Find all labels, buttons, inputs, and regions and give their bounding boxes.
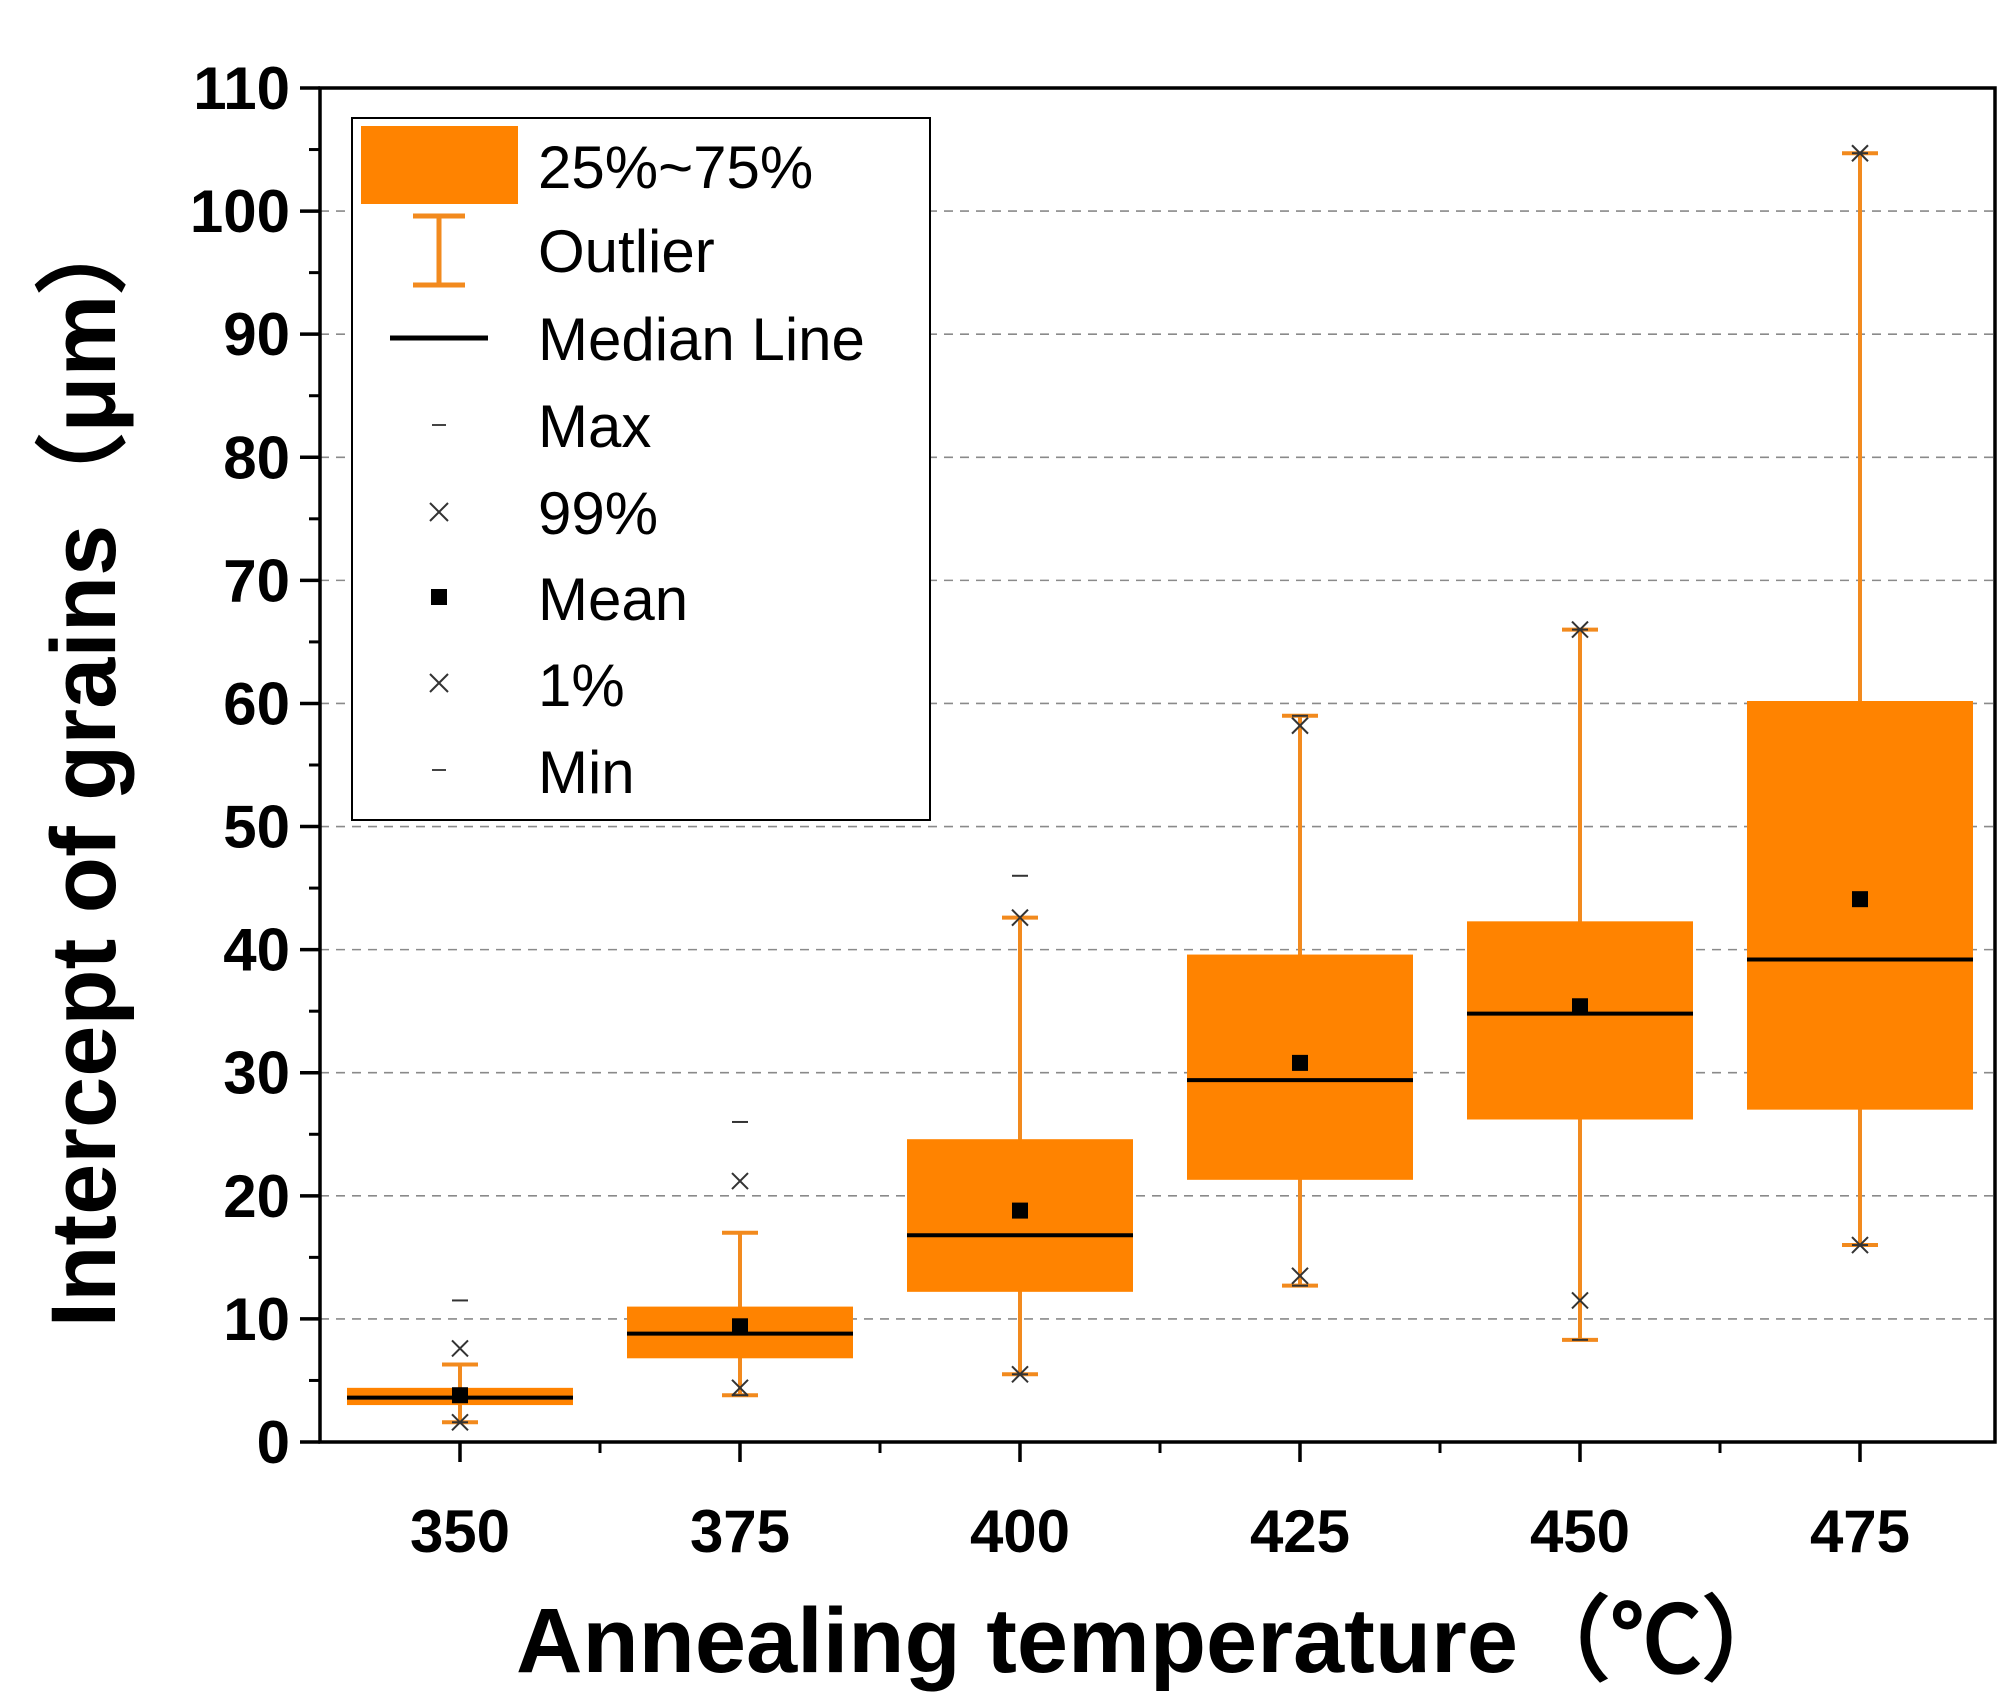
iqr-box: [1467, 921, 1693, 1120]
mean-marker: [1852, 891, 1868, 908]
mean-marker: [1292, 1054, 1308, 1071]
y-tick-label: 80: [223, 424, 290, 491]
p1-marker: [731, 1379, 749, 1397]
legend-label-p99: 99%: [538, 480, 658, 547]
legend-p99-swatch: [429, 502, 449, 522]
x-tick-label: 350: [410, 1498, 510, 1565]
mean-marker: [1012, 1202, 1028, 1219]
y-tick-label: 70: [223, 547, 290, 614]
y-tick-label: 40: [223, 917, 290, 984]
y-tick-label: 30: [223, 1040, 290, 1107]
p1-marker-stroke-b: [731, 1379, 749, 1397]
x-tick-label: 425: [1250, 1498, 1350, 1565]
p99-marker-stroke-b: [1011, 908, 1029, 927]
box-475: [1747, 144, 1973, 1254]
p99-marker: [451, 1339, 469, 1358]
legend-label-median: Median Line: [538, 306, 865, 373]
mean-marker: [1572, 998, 1588, 1015]
p99-marker-stroke-b: [731, 1172, 749, 1190]
legend-label-p1: 1%: [538, 652, 625, 719]
p1-marker: [1571, 1291, 1589, 1310]
p99-marker-stroke-b: [1291, 716, 1309, 735]
legend: 25%~75% Outlier Median Line Max 99% Mean…: [351, 117, 931, 821]
y-axis-title: Intercept of grains（μm）: [33, 203, 135, 1328]
p99-marker: [731, 1172, 749, 1190]
x-tick-label: 475: [1810, 1498, 1910, 1565]
y-tick-label: 90: [223, 301, 290, 368]
p99-marker: [1291, 716, 1309, 735]
p99-marker-stroke-b: [451, 1339, 469, 1358]
x-tick-label: 450: [1530, 1498, 1630, 1565]
box-400: [907, 874, 1133, 1384]
y-tick-label: 0: [257, 1409, 290, 1476]
y-tick-label: 110: [193, 55, 290, 122]
y-tick-label: 100: [190, 178, 290, 245]
p99-marker: [1011, 908, 1029, 927]
legend-label-box: 25%~75%: [538, 134, 813, 201]
box-350: [347, 1299, 573, 1432]
legend-p1-swatch: [429, 673, 449, 693]
legend-outlier-swatch: [413, 213, 465, 288]
legend-label-max: Max: [538, 393, 651, 460]
box-450: [1467, 620, 1693, 1342]
legend-label-outlier: Outlier: [538, 218, 715, 285]
p1-marker: [1291, 1267, 1309, 1285]
legend-box-swatch: [361, 126, 518, 204]
y-tick-label: 20: [223, 1163, 290, 1230]
legend-label-mean: Mean: [538, 566, 688, 633]
y-tick-label: 10: [223, 1286, 290, 1353]
mean-marker: [452, 1387, 468, 1404]
box-425: [1187, 713, 1413, 1288]
p1-marker-stroke-b: [1291, 1267, 1309, 1285]
legend-label-min: Min: [538, 739, 635, 806]
box-375: [627, 1120, 853, 1398]
box-series: [347, 144, 1973, 1432]
legend-frame: [351, 117, 931, 821]
y-tick-label: 60: [223, 670, 290, 737]
mean-marker: [732, 1318, 748, 1335]
axes: 0 10 20 30 40 50 60 70 80 90 100 110 350 375 400 425 450…: [190, 55, 1910, 1565]
p1-marker-stroke-b: [1571, 1291, 1589, 1310]
legend-mean-swatch: [431, 589, 447, 605]
x-tick-label: 375: [690, 1498, 790, 1565]
y-tick-label: 50: [223, 794, 290, 861]
x-axis-title: Annealing temperature（℃）: [516, 1590, 1794, 1692]
x-tick-label: 400: [970, 1498, 1070, 1565]
